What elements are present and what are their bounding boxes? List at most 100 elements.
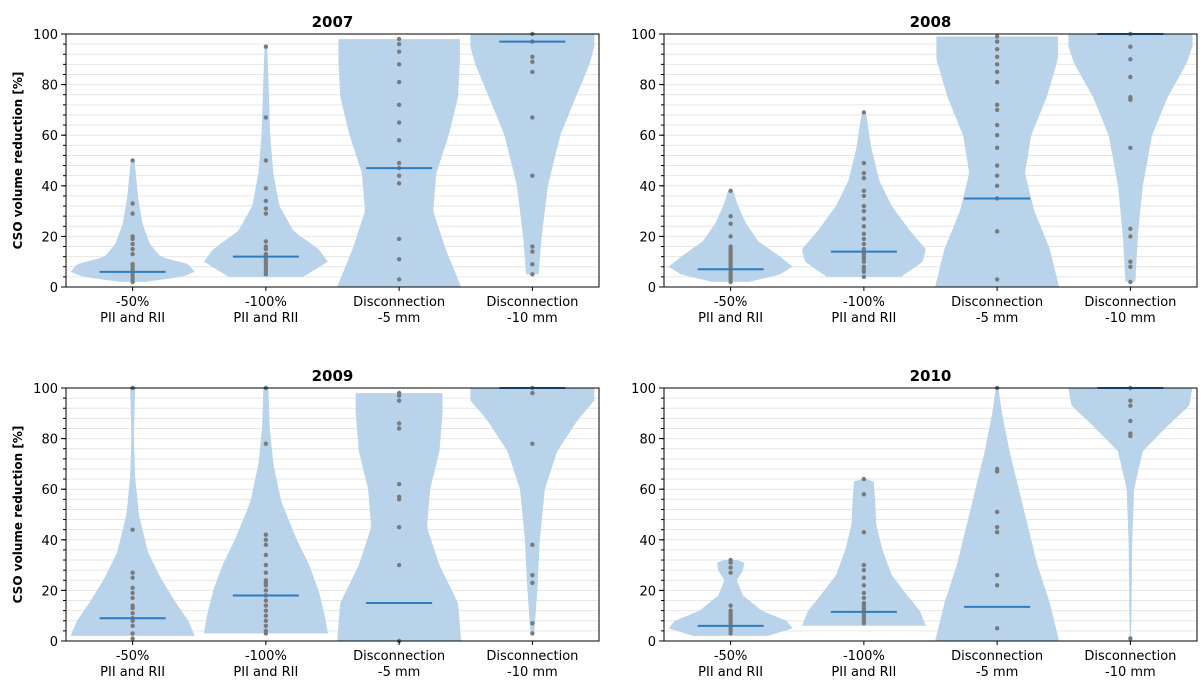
data-point xyxy=(994,79,1000,85)
data-point xyxy=(861,231,867,237)
data-point xyxy=(994,133,1000,138)
data-point xyxy=(861,492,867,497)
data-point xyxy=(861,203,867,209)
data-point xyxy=(263,532,269,537)
data-point xyxy=(861,188,867,194)
data-point xyxy=(994,62,1000,67)
y-tick-label: 40 xyxy=(41,534,58,549)
data-point xyxy=(396,398,402,403)
data-point xyxy=(1128,264,1133,269)
data-point xyxy=(861,170,867,176)
data-point xyxy=(994,626,1000,631)
data-point xyxy=(396,49,402,54)
category-label-line1: -100% xyxy=(843,295,885,310)
data-point xyxy=(861,476,867,482)
data-point xyxy=(396,236,402,242)
data-point xyxy=(1128,431,1133,436)
y-axis-label: CSO volume reduction [%] xyxy=(11,72,25,250)
data-point xyxy=(994,107,1000,113)
data-point xyxy=(728,244,733,249)
data-point xyxy=(994,229,1000,234)
data-point xyxy=(994,509,1000,515)
category-label-line2: -5 mm xyxy=(976,311,1018,326)
category-label-line2: -5 mm xyxy=(378,311,420,326)
y-tick-label: 100 xyxy=(631,382,656,397)
data-point xyxy=(263,537,269,542)
data-point xyxy=(1128,95,1133,100)
data-point xyxy=(1128,403,1133,408)
data-point xyxy=(1128,279,1133,285)
y-tick-label: 80 xyxy=(41,79,58,94)
y-tick-label: 0 xyxy=(50,635,58,650)
data-point xyxy=(1128,145,1133,151)
data-point xyxy=(396,160,402,166)
violin-body xyxy=(337,393,462,641)
data-point xyxy=(263,206,269,211)
data-point xyxy=(728,557,733,563)
data-point xyxy=(130,590,135,596)
y-tick-label: 0 xyxy=(50,281,58,296)
data-point xyxy=(263,608,269,613)
data-point xyxy=(530,621,535,626)
category-label-line2: PII and RII xyxy=(698,311,763,326)
violin-body xyxy=(203,388,328,634)
y-axis-label: CSO volume reduction [%] xyxy=(11,426,25,604)
data-point xyxy=(994,573,1000,578)
data-point xyxy=(263,441,269,446)
data-point xyxy=(861,583,867,588)
data-point xyxy=(130,246,135,252)
data-point xyxy=(861,236,867,242)
data-point xyxy=(130,570,135,575)
data-point xyxy=(861,224,867,229)
data-point xyxy=(1128,234,1133,239)
y-tick-label: 20 xyxy=(639,230,656,245)
y-tick-label: 20 xyxy=(41,584,58,599)
data-point xyxy=(994,466,1000,472)
data-point xyxy=(130,636,135,641)
data-point xyxy=(728,234,733,239)
category-label-line2: PII and RII xyxy=(100,311,165,326)
data-point xyxy=(396,79,402,85)
data-point xyxy=(994,183,1000,188)
data-point xyxy=(530,390,535,396)
category-label-line1: Disconnection xyxy=(353,649,445,664)
data-point xyxy=(994,122,1000,128)
data-point xyxy=(130,234,135,239)
panel-title: 2008 xyxy=(910,13,952,31)
category-label-line1: Disconnection xyxy=(353,295,445,310)
data-point xyxy=(263,186,269,191)
y-tick-label: 80 xyxy=(41,433,58,448)
data-point xyxy=(1128,259,1133,264)
y-tick-label: 40 xyxy=(639,534,656,549)
data-point xyxy=(396,256,402,262)
data-point xyxy=(994,102,1000,108)
data-point xyxy=(530,54,535,59)
data-point xyxy=(130,201,135,206)
category-label-line1: Disconnection xyxy=(1084,649,1176,664)
data-point xyxy=(263,598,269,603)
data-point xyxy=(530,631,535,636)
data-point xyxy=(130,631,135,636)
category-label-line2: -10 mm xyxy=(507,665,558,680)
data-point xyxy=(130,262,135,267)
data-point xyxy=(130,211,135,216)
panel-frame xyxy=(65,387,600,642)
data-point xyxy=(728,603,733,608)
data-point xyxy=(396,524,402,530)
data-point xyxy=(861,595,867,601)
data-point xyxy=(530,573,535,578)
violin-body xyxy=(70,160,195,282)
y-tick-label: 60 xyxy=(639,483,656,498)
data-point xyxy=(396,426,402,431)
data-point xyxy=(130,623,135,629)
y-tick-label: 20 xyxy=(41,230,58,245)
data-point xyxy=(530,244,535,249)
data-point xyxy=(396,102,402,108)
data-point xyxy=(1128,74,1133,80)
violin-body xyxy=(801,479,926,626)
category-label-line1: -100% xyxy=(245,649,287,664)
data-point xyxy=(130,241,135,247)
data-point xyxy=(130,585,135,591)
category-label-line1: Disconnection xyxy=(486,649,578,664)
